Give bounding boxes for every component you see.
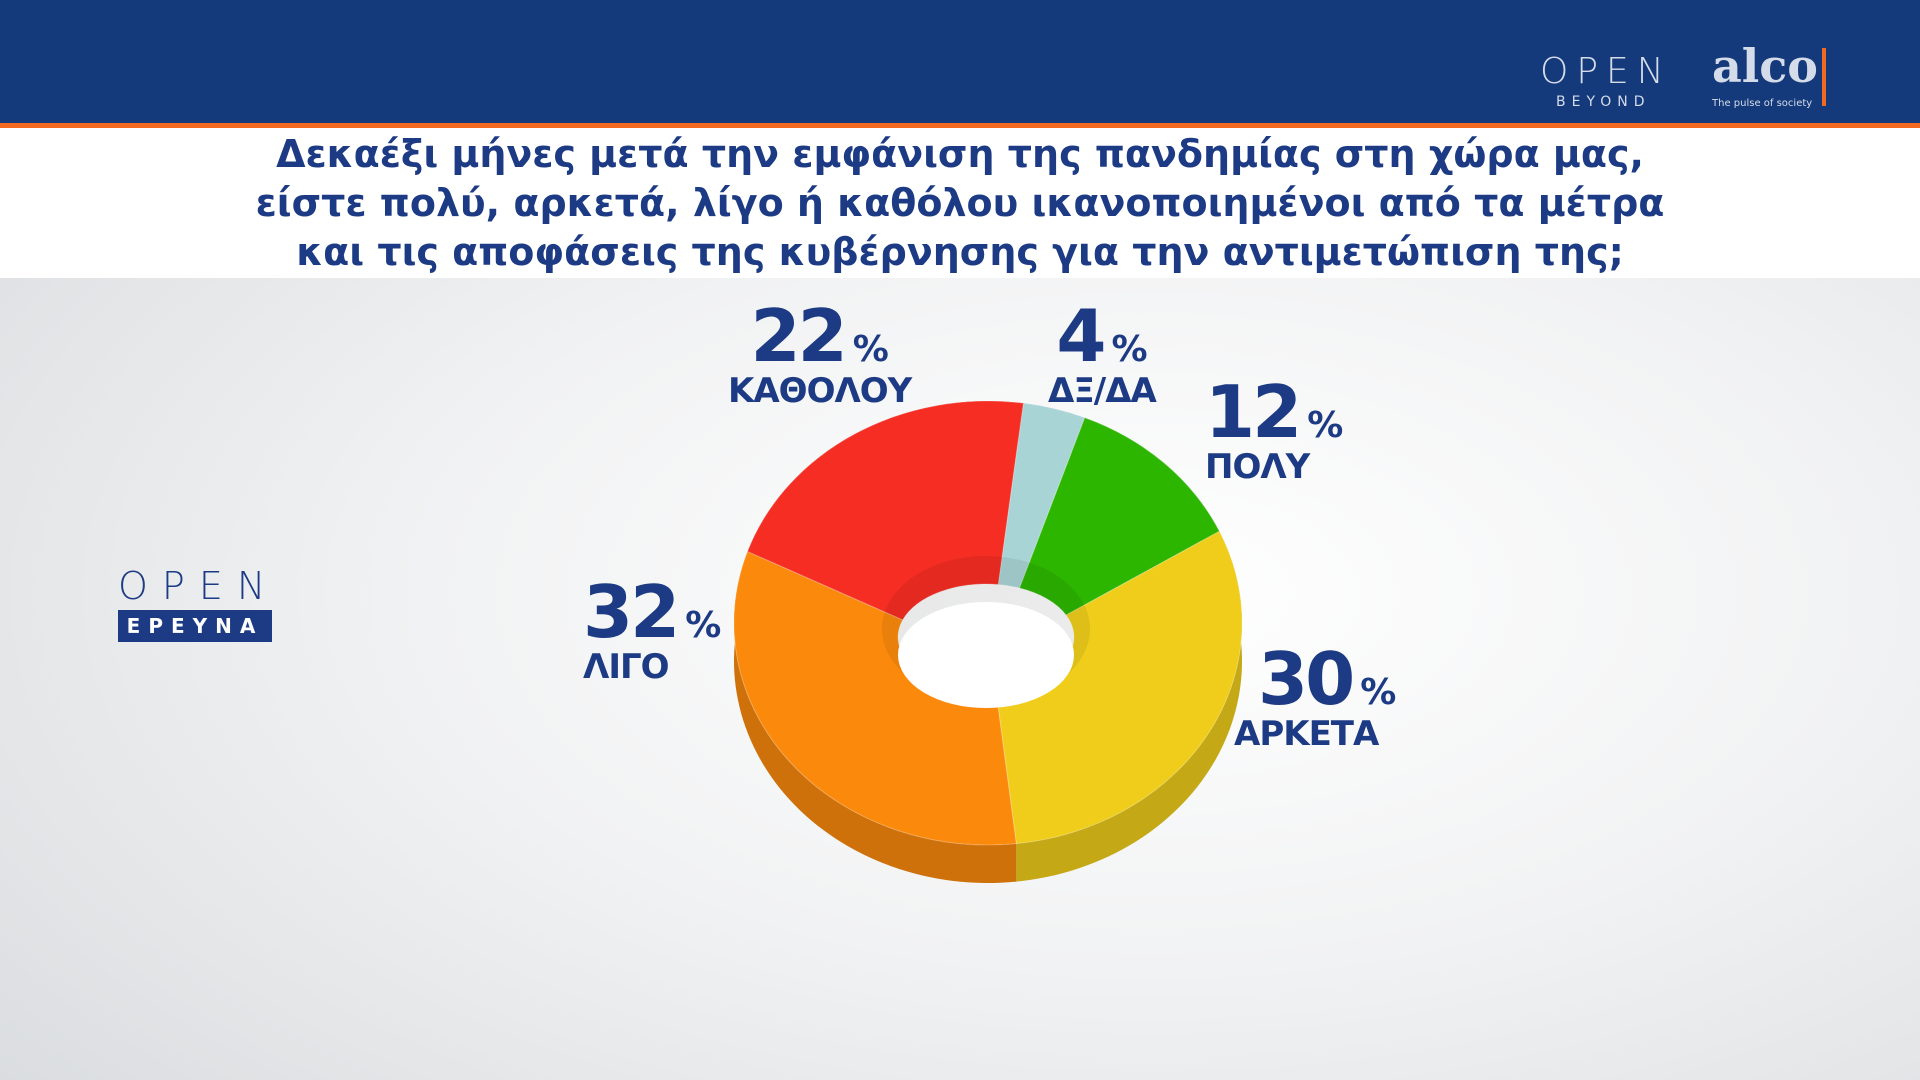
header-bar: OPEN BEYOND alco The pulse of society: [0, 0, 1920, 128]
donut-hole: [898, 602, 1074, 708]
side-ereuna-text: ΕΡΕΥΝΑ: [118, 610, 272, 642]
label-dxda: 4% ΔΞ/ΔΑ: [1048, 300, 1157, 411]
value-label: 32: [583, 570, 680, 654]
value-label: 30: [1258, 637, 1355, 721]
label-katholou: 22% ΚΑΘΟΛΟΥ: [728, 300, 912, 411]
value-label: 12: [1205, 370, 1302, 454]
orange-divider: [1822, 48, 1826, 106]
slice-ΠΟΛΥ: [1018, 417, 1220, 616]
pct-sign: %: [685, 605, 722, 646]
alco-logo: alco: [1712, 39, 1818, 93]
slice-side-2: [1016, 531, 1242, 882]
category-label: ΔΞ/ΔΑ: [1048, 371, 1157, 411]
category-label: ΚΑΘΟΛΟΥ: [728, 371, 912, 411]
slice-ΚΑΘΟΛΟΥ: [746, 400, 1024, 621]
value-label: 4: [1056, 294, 1106, 378]
label-arketa: 30% ΑΡΚΕΤΑ: [1234, 643, 1397, 753]
side-open-text: OPEN: [118, 564, 280, 608]
pct-sign: %: [1360, 672, 1397, 713]
slice-side-3: [734, 551, 1017, 883]
pct-sign: %: [852, 329, 889, 370]
label-ligo: 32% ΛΙΓΟ: [583, 576, 721, 686]
value-label: 22: [750, 294, 848, 378]
category-label: ΑΡΚΕΤΑ: [1234, 714, 1379, 754]
chart-title: Δεκαέξι μήνες μετά την εμφάνιση της πανδ…: [0, 128, 1920, 277]
alco-tagline: The pulse of society: [1712, 98, 1813, 109]
title-line: είστε πολύ, αρκετά, λίγο ή καθόλου ικανο…: [255, 181, 1665, 225]
pct-sign: %: [1111, 329, 1148, 370]
title-line: Δεκαέξι μήνες μετά την εμφάνιση της πανδ…: [276, 132, 1644, 176]
category-label: ΠΟΛΥ: [1205, 447, 1310, 487]
open-logo: OPEN: [1540, 51, 1672, 92]
category-label: ΛΙΓΟ: [583, 647, 670, 687]
title-line: και τις αποφάσεις της κυβέρνησης για την…: [296, 230, 1624, 274]
title-band: [0, 128, 1920, 278]
open-ereuna-logo: OPEN ΕΡΕΥΝΑ: [118, 566, 279, 642]
pct-sign: %: [1307, 405, 1344, 446]
open-beyond-text: BEYOND: [1556, 94, 1651, 110]
label-poly: 12% ΠΟΛΥ: [1205, 376, 1343, 486]
slice-ΔΞ/ΔΑ: [997, 402, 1086, 589]
